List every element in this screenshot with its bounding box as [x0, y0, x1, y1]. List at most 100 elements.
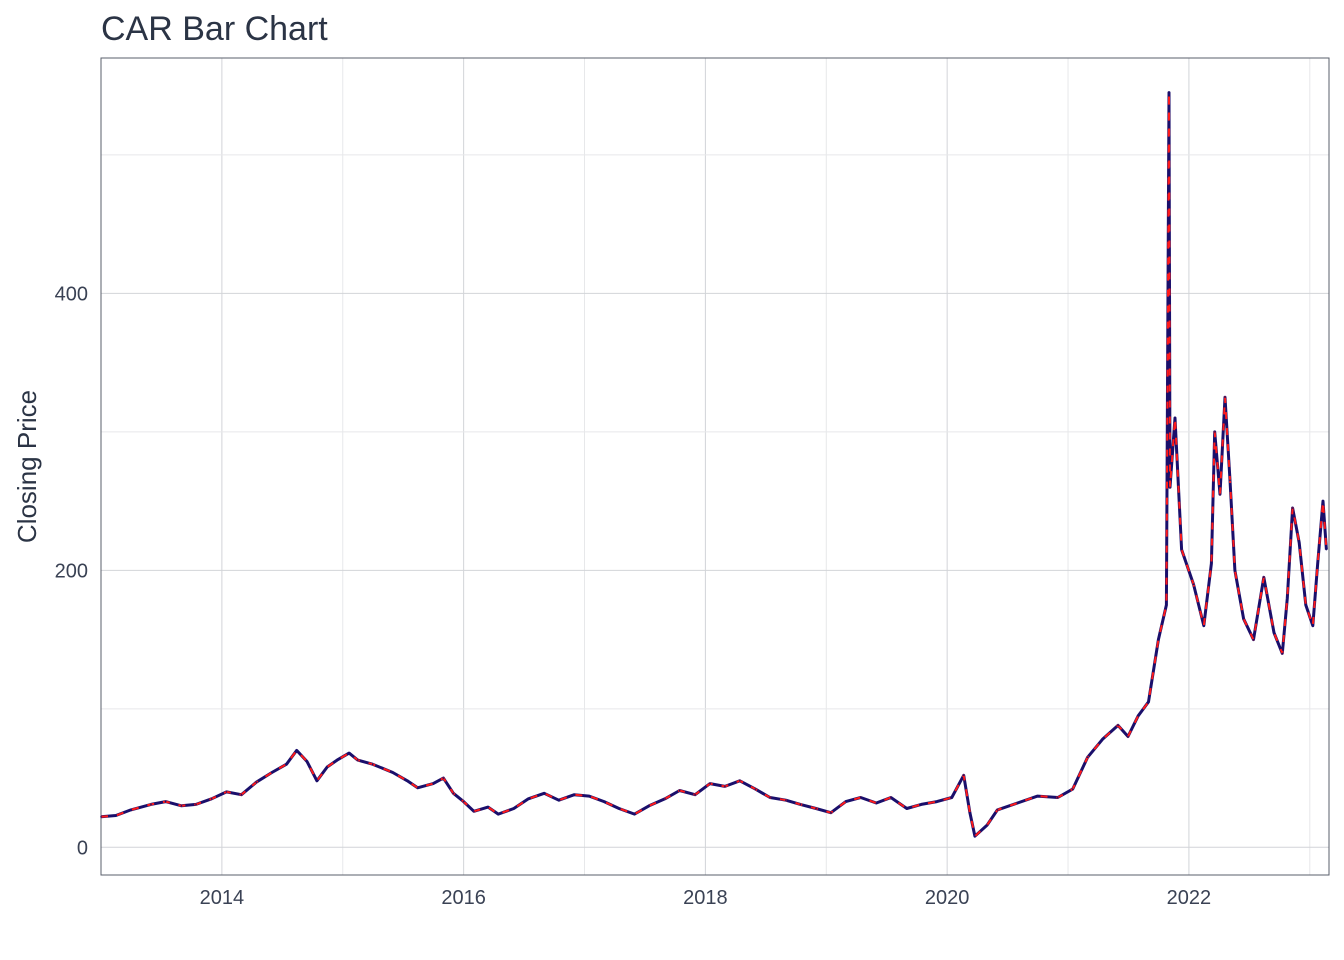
- data-point: [416, 786, 419, 789]
- data-point: [348, 752, 350, 754]
- data-point: [557, 799, 560, 802]
- plot-frame: [100, 57, 1330, 876]
- data-point: [210, 798, 213, 800]
- data-point: [487, 806, 489, 808]
- data-point: [225, 791, 228, 793]
- data-point: [336, 759, 338, 761]
- data-point: [799, 803, 802, 806]
- chart-title: CAR Bar Chart: [101, 10, 328, 48]
- data-point: [845, 800, 847, 803]
- data-point: [1168, 91, 1170, 94]
- data-point: [1229, 479, 1231, 482]
- data-point: [164, 800, 167, 803]
- data-point: [633, 813, 636, 815]
- x-tick-label: 2016: [441, 887, 486, 909]
- x-tick-label: 2022: [1167, 887, 1212, 909]
- data-point: [603, 800, 605, 803]
- data-point: [240, 793, 243, 796]
- data-point: [694, 793, 696, 796]
- data-point: [1213, 431, 1216, 433]
- data-point: [769, 796, 771, 799]
- data-point: [100, 816, 102, 818]
- data-point: [1291, 507, 1294, 509]
- data-point: [371, 763, 374, 766]
- data-point: [859, 796, 862, 799]
- data-point: [1316, 562, 1319, 565]
- data-point: [473, 810, 475, 813]
- data-point: [950, 796, 953, 799]
- data-point: [195, 803, 197, 806]
- data-point: [406, 780, 409, 782]
- data-point: [1071, 788, 1074, 790]
- data-point: [1286, 597, 1289, 599]
- data-point: [1262, 576, 1265, 579]
- data-point: [1273, 631, 1275, 634]
- data-point: [356, 759, 359, 761]
- data-point: [1180, 548, 1183, 551]
- grid: [101, 58, 1329, 875]
- y-tick-label: 0: [77, 837, 88, 859]
- data-point: [1234, 569, 1236, 572]
- data-point: [1165, 604, 1168, 606]
- data-point: [1322, 500, 1324, 502]
- data-point: [573, 793, 576, 796]
- price-line: [100, 91, 1328, 838]
- data-point: [316, 780, 318, 782]
- data-point: [936, 800, 938, 803]
- data-point: [1086, 756, 1089, 759]
- data-point: [754, 788, 757, 790]
- data-point: [1219, 493, 1221, 495]
- data-point: [1056, 796, 1059, 799]
- data-point: [497, 813, 500, 815]
- data-point: [1101, 738, 1104, 741]
- y-axis-label: Closing Price: [12, 390, 42, 543]
- data-point: [1016, 802, 1019, 804]
- data-point: [442, 777, 445, 779]
- tick-labels: 2014 2016 2018 2020 2022 0 200 400: [55, 283, 1212, 909]
- price-overlay-line: [100, 91, 1328, 838]
- data-point: [1117, 724, 1119, 727]
- data-point: [1036, 795, 1039, 797]
- data-point: [1305, 604, 1307, 606]
- data-point: [1192, 583, 1195, 586]
- x-tick-label: 2018: [683, 887, 728, 909]
- data-point: [150, 803, 152, 806]
- y-tick-label: 200: [55, 560, 88, 582]
- data-point: [1169, 486, 1171, 489]
- data-point: [905, 807, 908, 810]
- data-point: [306, 760, 308, 763]
- data-point: [890, 796, 892, 799]
- data-point: [1311, 624, 1314, 627]
- data-point: [1147, 701, 1150, 703]
- data-point: [115, 814, 117, 817]
- data-point: [962, 774, 965, 777]
- data-point: [1157, 638, 1160, 641]
- data-point: [295, 749, 298, 752]
- data-point: [1210, 562, 1213, 565]
- data-point: [432, 782, 434, 785]
- data-point: [724, 785, 726, 788]
- data-point: [285, 763, 288, 766]
- data-point: [815, 807, 817, 810]
- data-point: [452, 792, 455, 795]
- data-point: [513, 807, 515, 810]
- data-point: [618, 807, 620, 810]
- data-point: [130, 809, 132, 811]
- data-point: [830, 811, 832, 814]
- x-tick-label: 2020: [925, 887, 970, 909]
- data-point: [875, 802, 878, 804]
- data-point: [785, 799, 787, 802]
- data-point: [969, 811, 971, 814]
- data-point: [1224, 396, 1226, 399]
- data-point: [678, 789, 681, 792]
- data-point: [1242, 618, 1245, 620]
- data-point: [920, 803, 923, 806]
- data-point: [180, 804, 183, 807]
- y-tick-label: 400: [55, 283, 88, 305]
- data-point: [527, 798, 530, 800]
- series-layer: [100, 91, 1328, 838]
- data-point: [709, 782, 711, 785]
- data-point: [1281, 652, 1284, 655]
